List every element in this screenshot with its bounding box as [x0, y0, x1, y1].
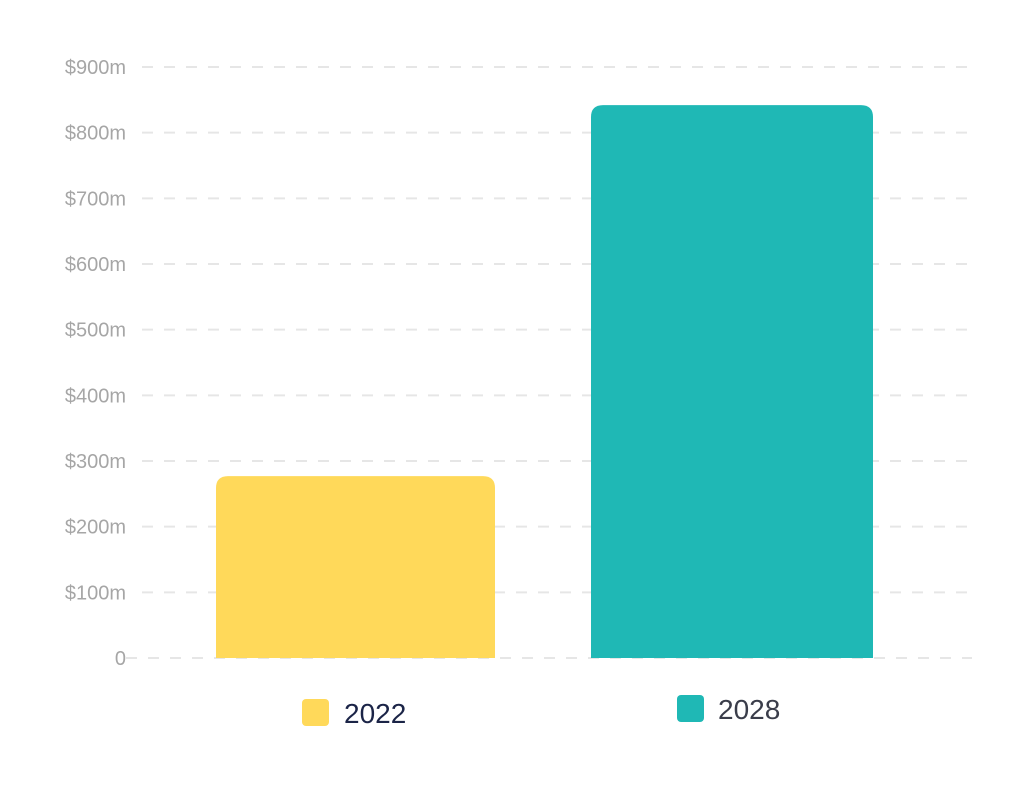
y-axis-tick-labels: 0 $100m $200m $300m $400m $500m $600m $700m $800…: [65, 57, 126, 670]
legend-item-2022: 2022: [302, 698, 406, 729]
y-tick-label: $200m: [65, 517, 126, 539]
y-tick-label: $700m: [65, 188, 126, 210]
legend-label-2028: 2028: [718, 694, 780, 725]
y-tick-label: $300m: [65, 451, 126, 473]
bar-2028: [591, 105, 873, 658]
bars: [216, 105, 873, 658]
legend-item-2028: 2028: [677, 694, 780, 725]
y-tick-label: $600m: [65, 254, 126, 276]
y-tick-label: $900m: [65, 57, 126, 79]
legend-label-2022: 2022: [344, 698, 406, 729]
y-tick-label: 0: [115, 648, 126, 670]
y-tick-label: $100m: [65, 582, 126, 604]
bar-2022: [216, 476, 495, 658]
y-tick-label: $400m: [65, 385, 126, 407]
y-tick-label: $800m: [65, 123, 126, 145]
y-tick-label: $500m: [65, 320, 126, 342]
legend-swatch-2028: [677, 695, 704, 722]
legend: 2022 2028: [302, 694, 780, 729]
legend-swatch-2022: [302, 699, 329, 726]
